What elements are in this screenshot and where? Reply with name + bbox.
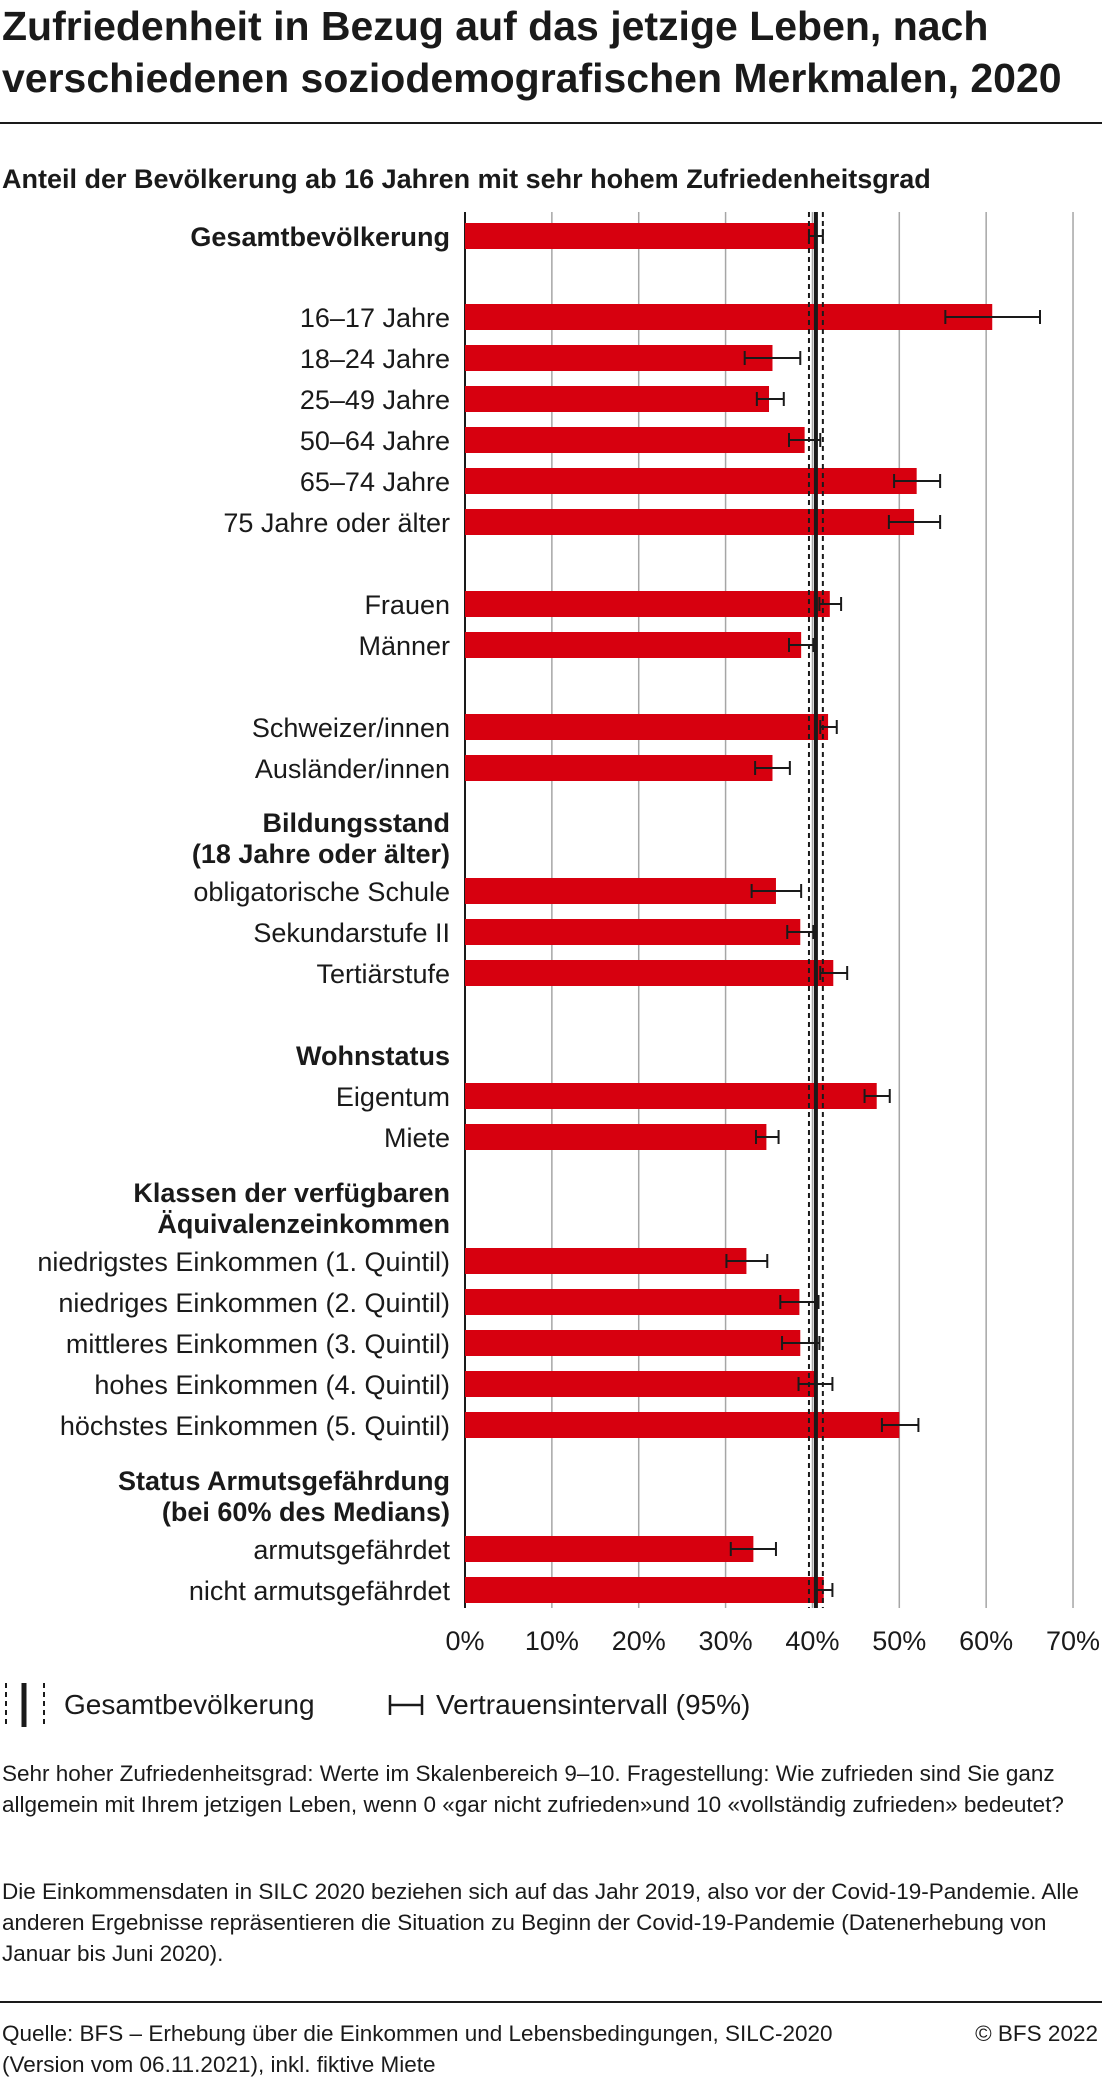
bar (465, 632, 802, 658)
reference-line-icon (5, 1683, 45, 1727)
category-label: armutsgefährdet (253, 1535, 450, 1565)
category-label: 18–24 Jahre (300, 344, 450, 374)
category-label: Miete (384, 1123, 450, 1153)
x-tick-label: 50% (872, 1626, 926, 1656)
group-heading: Wohnstatus (296, 1041, 450, 1071)
legend: Gesamtbevölkerung Vertrauensintervall (9… (0, 1680, 1102, 1730)
category-label: 16–17 Jahre (300, 303, 450, 333)
chart-subtitle: Anteil der Bevölkerung ab 16 Jahren mit … (2, 164, 931, 194)
bar (465, 345, 773, 371)
bar (465, 509, 915, 535)
bar (465, 1289, 800, 1315)
x-tick-label: 40% (785, 1626, 839, 1656)
category-label: 65–74 Jahre (300, 467, 450, 497)
legend-ci-label: Vertrauensintervall (95%) (436, 1689, 751, 1720)
group-heading: Gesamtbevölkerung (190, 222, 450, 252)
bar (465, 960, 834, 986)
group-heading: Bildungsstand (263, 808, 451, 838)
group-heading: Äquivalenzeinkommen (157, 1209, 450, 1239)
bar (465, 1248, 747, 1274)
category-label: Schweizer/innen (252, 713, 450, 743)
footer-divider (0, 2001, 1102, 2003)
note-definition: Sehr hoher Zufriedenheitsgrad: Werte im … (2, 1761, 1064, 1817)
note-income: Die Einkommensdaten in SILC 2020 beziehe… (2, 1879, 1079, 1966)
category-label: 50–64 Jahre (300, 426, 450, 456)
category-label: Frauen (364, 590, 450, 620)
bar (465, 878, 776, 904)
chart-title: Zufriedenheit in Bezug auf das jetzige L… (2, 3, 1062, 101)
bar (465, 1577, 824, 1603)
category-label: Ausländer/innen (255, 754, 450, 784)
bar (465, 919, 801, 945)
legend-item-total: Gesamtbevölkerung (0, 1680, 315, 1730)
bar (465, 468, 917, 494)
bar (465, 223, 816, 249)
bar (465, 1330, 801, 1356)
category-label: Eigentum (336, 1082, 450, 1112)
x-tick-label: 10% (525, 1626, 579, 1656)
category-label: höchstes Einkommen (5. Quintil) (60, 1411, 450, 1441)
copyright: © BFS 2022 (975, 2021, 1098, 2046)
bar (465, 386, 770, 412)
bar (465, 1412, 900, 1438)
x-tick-label: 20% (612, 1626, 666, 1656)
bar (465, 591, 830, 617)
bar (465, 1536, 754, 1562)
x-tick-label: 30% (699, 1626, 753, 1656)
category-label: hohes Einkommen (4. Quintil) (94, 1370, 450, 1400)
group-heading: Status Armutsgefährdung (118, 1466, 450, 1496)
group-heading: (18 Jahre oder älter) (192, 839, 450, 869)
x-tick-label: 60% (959, 1626, 1013, 1656)
category-label: Sekundarstufe II (253, 918, 450, 948)
category-label: 75 Jahre oder älter (223, 508, 450, 538)
bar (465, 714, 829, 740)
legend-total-label: Gesamtbevölkerung (64, 1689, 315, 1720)
bar (465, 1371, 816, 1397)
bar (465, 1124, 767, 1150)
legend-item-ci: Vertrauensintervall (95%) (386, 1680, 750, 1730)
bar (465, 304, 993, 330)
category-label: Männer (358, 631, 450, 661)
category-label: mittleres Einkommen (3. Quintil) (66, 1329, 450, 1359)
bar-chart: 0% 10% 20% 30% 40% 50% 60% 70% Gesamtbevölkerung… (37, 212, 1100, 1656)
category-label: obligatorische Schule (193, 877, 450, 907)
category-label: Tertiärstufe (316, 959, 450, 989)
x-tick-label: 0% (445, 1626, 484, 1656)
group-heading: (bei 60% des Medians) (162, 1497, 450, 1527)
error-bar-icon (388, 1695, 424, 1715)
category-label: niedriges Einkommen (2. Quintil) (58, 1288, 450, 1318)
x-tick-label: 70% (1046, 1626, 1100, 1656)
category-label: niedrigstes Einkommen (1. Quintil) (37, 1247, 450, 1277)
group-heading: Klassen der verfügbaren (133, 1178, 450, 1208)
category-label: nicht armutsgefährdet (189, 1576, 451, 1606)
source-note: Quelle: BFS – Erhebung über die Einkomme… (2, 2021, 833, 2077)
bar (465, 755, 773, 781)
category-label: 25–49 Jahre (300, 385, 450, 415)
bar (465, 427, 805, 453)
title-divider (0, 122, 1102, 124)
